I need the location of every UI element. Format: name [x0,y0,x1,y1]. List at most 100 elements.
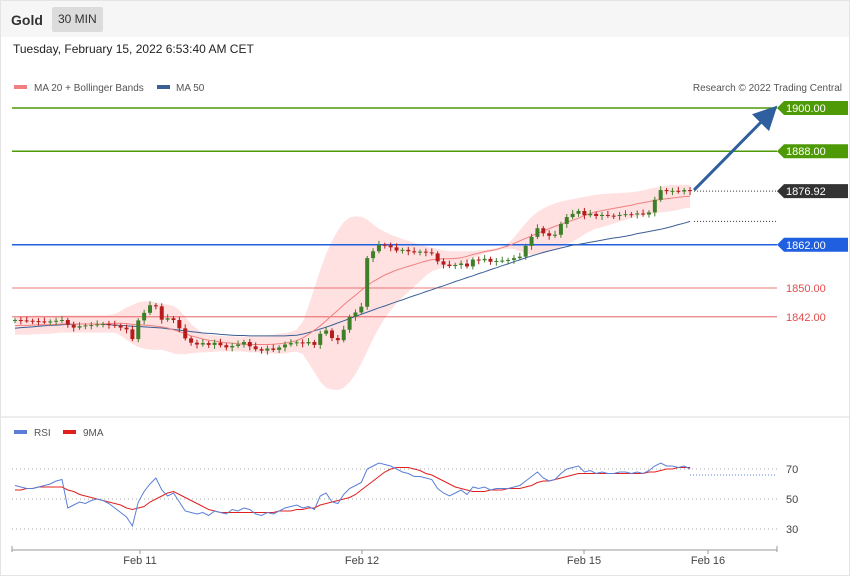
rsi-tick-50: 50 [786,494,798,506]
price-panel: 1900.00 1888.00 1862.00 1850.00 1842.00 1876.… [12,101,848,391]
candle-body [13,320,17,322]
current-price-tag [777,184,848,199]
ma20-legend-label: MA 20 + Bollinger Bands [34,83,144,94]
candle-body [535,228,540,237]
candle-body [406,249,411,252]
candle-body [359,306,364,313]
ma50-legend-swatch [157,85,170,89]
candle-body [412,251,417,253]
rsi-legend-label: RSI [34,428,51,439]
instrument-title: Gold [11,12,43,28]
level-tag-1862.00 [777,237,848,252]
candle-body [611,215,616,217]
candle-body [441,261,446,265]
candle-body [494,261,499,262]
candle-body [523,245,528,257]
candle-body [488,258,493,262]
level-tag-1888.00 [777,144,848,159]
candle-body [36,321,41,323]
candle-body [136,320,141,340]
candle-body [500,260,505,262]
candle-body [194,342,199,345]
candle-body [453,264,458,267]
candle-body [142,312,147,321]
candle-body [676,190,681,192]
header-bar: Gold 30 MIN [1,1,849,37]
candle-body [77,326,82,328]
candle-body [153,305,158,307]
candle-body [623,214,628,216]
candle-body [247,342,252,347]
level-label-1862.00: 1862.00 [786,240,826,252]
candle-body [277,347,282,350]
candle-body [224,345,229,348]
candle-body [335,338,340,341]
candle-body [183,328,188,339]
candle-body [629,214,634,216]
candle-body [353,312,358,317]
candle-body [112,324,117,326]
candle-body [388,245,393,248]
candle-body [294,342,299,344]
candle-body [177,320,182,329]
x-tick-label: Feb 15 [567,555,601,567]
candle-body [71,324,76,328]
candle-body [253,346,258,350]
candle-body [594,213,599,216]
level-label-1900.00: 1900.00 [786,103,826,115]
candle-body [288,343,293,345]
ma9-legend-swatch [63,430,76,434]
x-tick-label: Feb 11 [123,555,156,567]
bollinger-band-area [15,184,691,391]
candle-body [18,320,23,322]
candle-body [558,223,563,235]
candle-body [400,249,405,251]
timestamp: Tuesday, February 15, 2022 6:53:40 AM CE… [13,42,254,56]
candle-body [106,324,111,325]
candle-body [65,320,70,325]
candle-body [218,342,223,346]
rsi-tick-70: 70 [786,464,798,476]
candle-body [541,228,546,234]
candle-body [635,213,640,215]
ma50-line [14,220,691,337]
candle-body [118,325,123,328]
candle-body [230,345,235,348]
candle-body [382,244,387,246]
candle-body [365,258,370,307]
candle-body [688,190,693,192]
candle-body [670,190,675,192]
candle-body [517,256,522,259]
candle-body [641,213,646,215]
candle-body [89,325,94,327]
candle-body [664,190,669,192]
candle-body [682,190,687,192]
candle-body [570,213,575,218]
candle-body [148,305,153,313]
candle-body [447,264,452,267]
candle-body [236,344,241,346]
candle-body [652,199,657,213]
candle-body [306,342,311,344]
candle-body [24,320,29,322]
candle-body [482,258,487,261]
rsi-panel: 30 50 70 [12,462,798,536]
candle-body [312,342,317,345]
candle-body [588,213,593,216]
candle-body [300,342,305,344]
candle-body [171,318,176,321]
candle-body [189,338,194,343]
candle-body [564,217,569,224]
ma50-legend-label: MA 50 [176,83,205,94]
candle-body [347,316,352,330]
candle-body [318,333,323,345]
candle-body [529,236,534,246]
candle-body [206,343,211,345]
projection-arrow [692,105,778,192]
timeframe-button[interactable]: 30 MIN [52,7,103,32]
candle-body [605,214,610,216]
candle-body [265,348,270,351]
level-label-1888.00: 1888.00 [786,146,826,158]
